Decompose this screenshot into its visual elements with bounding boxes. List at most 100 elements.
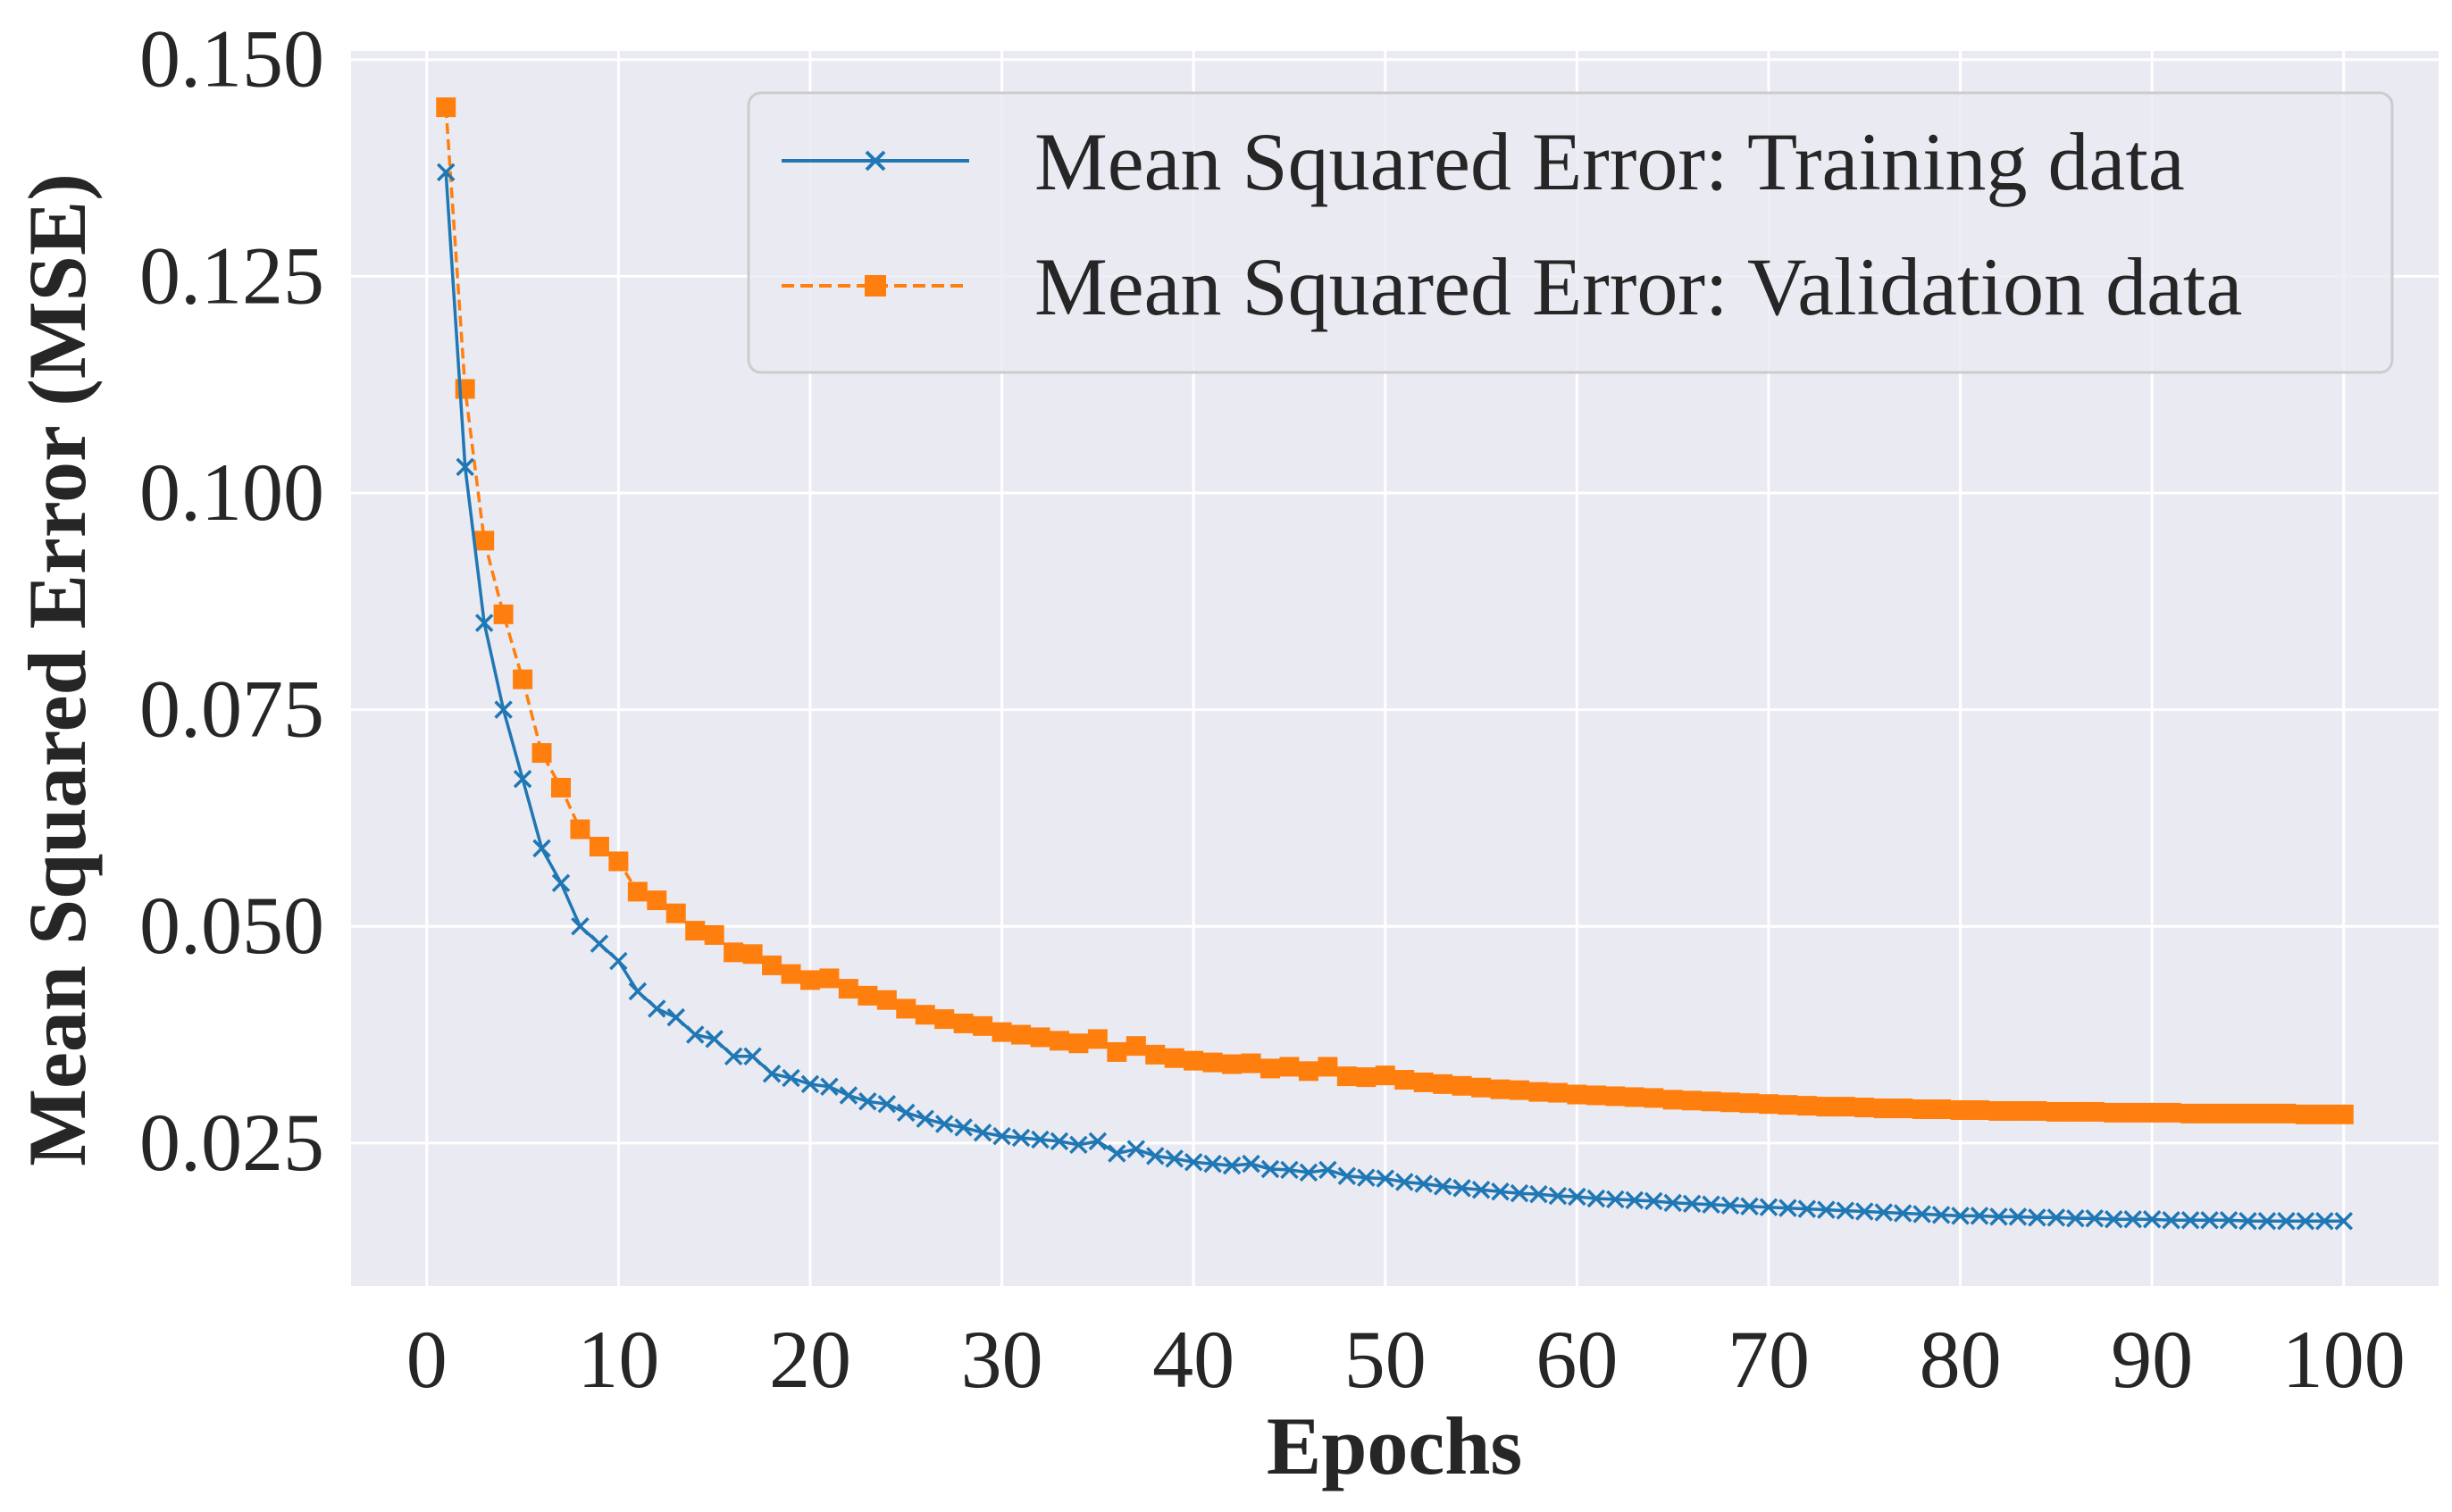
training-point bbox=[1260, 1159, 1280, 1179]
validation-point bbox=[647, 890, 667, 911]
validation-point bbox=[2007, 1100, 2028, 1121]
validation-point bbox=[570, 819, 590, 840]
training-point bbox=[934, 1115, 954, 1133]
training-point bbox=[1529, 1184, 1548, 1204]
training-point bbox=[916, 1109, 934, 1128]
training-point bbox=[705, 1030, 724, 1048]
training-point bbox=[666, 1007, 685, 1027]
validation-point bbox=[1375, 1065, 1395, 1086]
training-point bbox=[2066, 1209, 2085, 1228]
training-point bbox=[494, 700, 513, 719]
training-point bbox=[2028, 1208, 2046, 1227]
validation-point bbox=[608, 851, 629, 872]
training-point bbox=[1702, 1195, 1720, 1215]
x-tick-label: 30 bbox=[961, 1314, 1043, 1405]
training-point bbox=[1126, 1140, 1146, 1158]
validation-point bbox=[685, 921, 706, 941]
validation-point bbox=[915, 1005, 935, 1025]
validation-point bbox=[1605, 1086, 1626, 1107]
training-point bbox=[2200, 1211, 2219, 1230]
training-point bbox=[1376, 1169, 1395, 1188]
training-point bbox=[1491, 1182, 1510, 1201]
data-series bbox=[436, 97, 2354, 1231]
training-point bbox=[2257, 1211, 2277, 1231]
validation-point bbox=[2027, 1100, 2047, 1121]
training-point bbox=[1740, 1197, 1759, 1215]
training-point bbox=[992, 1126, 1011, 1146]
validation-point bbox=[704, 924, 724, 945]
validation-point bbox=[1778, 1095, 1798, 1115]
training-point bbox=[1011, 1128, 1031, 1148]
training-point bbox=[1433, 1177, 1452, 1196]
x-axis-ticks: 0 10 20 30 40 50 60 70 80 90 100 bbox=[406, 1314, 2406, 1405]
validation-point bbox=[2199, 1103, 2220, 1124]
training-point bbox=[1931, 1206, 1951, 1224]
validation-point bbox=[1835, 1097, 1855, 1117]
validation-point bbox=[896, 998, 916, 1019]
validation-point bbox=[1318, 1057, 1338, 1077]
legend-box bbox=[747, 91, 2394, 374]
training-point bbox=[1817, 1200, 1836, 1219]
x-axis-label: Epochs bbox=[1267, 1400, 1522, 1491]
validation-point bbox=[627, 881, 648, 902]
y-tick-label: 0.050 bbox=[139, 880, 324, 971]
training-point bbox=[1606, 1190, 1625, 1209]
training-point bbox=[2162, 1211, 2180, 1230]
training-point bbox=[2296, 1211, 2315, 1231]
validation-point bbox=[1758, 1094, 1778, 1115]
training-point bbox=[1855, 1202, 1874, 1221]
training-point bbox=[1568, 1187, 1586, 1207]
validation-point bbox=[2314, 1104, 2335, 1124]
training-point bbox=[743, 1047, 762, 1066]
x-tick-label: 10 bbox=[577, 1314, 659, 1405]
validation-point bbox=[762, 955, 782, 975]
training-point bbox=[1836, 1201, 1855, 1220]
validation-point bbox=[953, 1013, 974, 1033]
training-point bbox=[820, 1077, 839, 1097]
training-point bbox=[1069, 1135, 1088, 1155]
y-tick-label: 0.125 bbox=[139, 230, 324, 321]
validation-point bbox=[838, 979, 858, 999]
training-point bbox=[839, 1086, 858, 1105]
training-point bbox=[1989, 1207, 2008, 1226]
training-point bbox=[609, 951, 628, 971]
y-tick-label: 0.075 bbox=[139, 664, 324, 755]
validation-point bbox=[876, 990, 897, 1010]
x-tick-label: 60 bbox=[1536, 1314, 1618, 1405]
training-point bbox=[436, 163, 456, 182]
validation-point bbox=[1241, 1053, 1261, 1073]
training-point bbox=[858, 1092, 877, 1111]
validation-point bbox=[1452, 1075, 1472, 1096]
training-point bbox=[2123, 1210, 2142, 1229]
validation-point bbox=[2256, 1103, 2277, 1124]
validation-point bbox=[1509, 1080, 1529, 1100]
validation-point bbox=[1433, 1073, 1453, 1094]
validation-point bbox=[531, 743, 552, 764]
training-point bbox=[1394, 1173, 1414, 1191]
validation-point bbox=[1950, 1099, 1971, 1120]
training-point bbox=[590, 934, 609, 953]
legend-label-validation: Mean Squared Error: Validation data bbox=[1034, 241, 2242, 332]
validation-point bbox=[589, 836, 609, 856]
validation-point bbox=[1145, 1044, 1166, 1065]
validation-point bbox=[1222, 1054, 1243, 1074]
validation-point bbox=[1644, 1088, 1664, 1108]
training-point bbox=[1050, 1132, 1069, 1151]
training-series-line bbox=[444, 171, 2344, 1223]
training-point bbox=[2105, 1210, 2123, 1229]
training-point bbox=[474, 614, 494, 632]
training-point bbox=[1874, 1203, 1893, 1222]
training-point bbox=[628, 982, 648, 1001]
validation-point bbox=[1912, 1099, 1932, 1120]
validation-point bbox=[2276, 1103, 2297, 1124]
y-tick-label: 0.150 bbox=[139, 13, 324, 104]
training-point bbox=[782, 1068, 800, 1088]
validation-point bbox=[513, 669, 533, 689]
training-point bbox=[1720, 1196, 1740, 1215]
validation-point bbox=[1988, 1100, 2009, 1121]
validation-point bbox=[2142, 1102, 2163, 1123]
x-tick-label: 50 bbox=[1344, 1314, 1427, 1405]
validation-point bbox=[819, 968, 840, 989]
validation-point bbox=[1490, 1079, 1511, 1099]
training-point bbox=[2315, 1211, 2334, 1231]
